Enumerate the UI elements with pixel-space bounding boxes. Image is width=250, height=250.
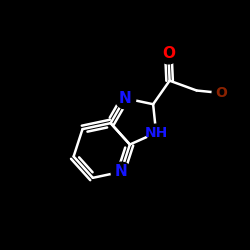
Text: N: N xyxy=(114,164,127,179)
Text: O: O xyxy=(215,86,227,100)
Text: NH: NH xyxy=(144,126,168,140)
Text: O: O xyxy=(162,46,175,61)
Text: N: N xyxy=(119,91,132,106)
